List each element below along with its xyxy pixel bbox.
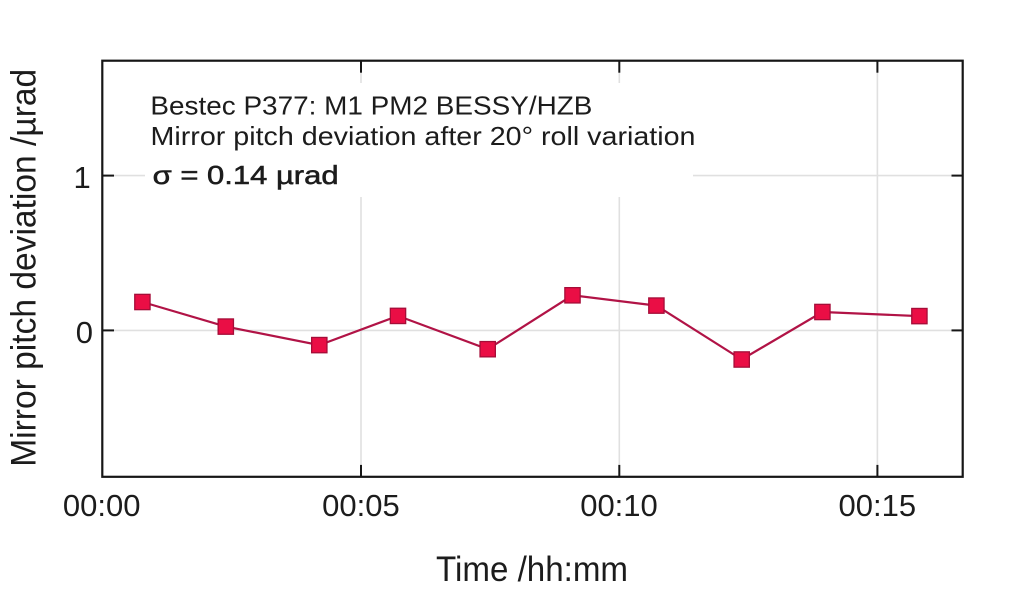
svg-text:00:00: 00:00 xyxy=(63,488,141,523)
svg-text:00:05: 00:05 xyxy=(322,488,400,523)
svg-text:Time /hh:mm: Time /hh:mm xyxy=(436,550,628,589)
svg-text:0: 0 xyxy=(76,315,93,350)
svg-text:σ = 0.14 µrad: σ = 0.14 µrad xyxy=(153,160,339,190)
svg-text:Bestec P377: M1 PM2 BESSY/HZB: Bestec P377: M1 PM2 BESSY/HZB xyxy=(150,91,592,121)
svg-text:00:10: 00:10 xyxy=(580,488,658,523)
svg-text:Mirror pitch deviation /µrad: Mirror pitch deviation /µrad xyxy=(4,69,43,467)
svg-text:00:15: 00:15 xyxy=(839,488,917,523)
svg-text:Mirror pitch deviation after 2: Mirror pitch deviation after 20° roll va… xyxy=(151,121,696,151)
svg-text:1: 1 xyxy=(73,160,90,195)
